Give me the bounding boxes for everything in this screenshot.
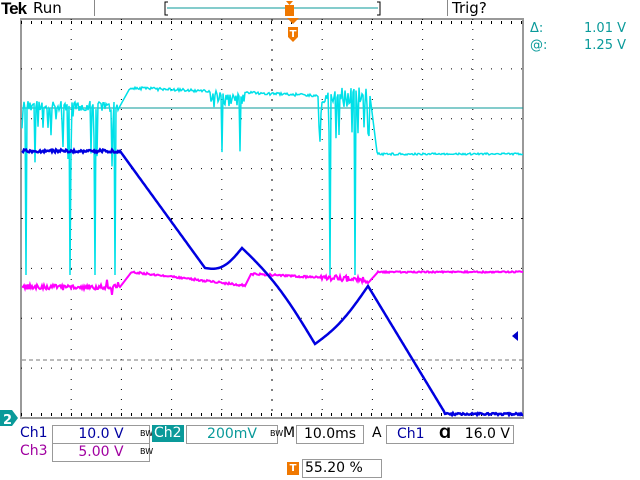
ch3-label[interactable]: Ch3 bbox=[20, 443, 48, 460]
cursor-readout: Δ: 1.01 V @: 1.25 V bbox=[530, 20, 626, 54]
falling-edge-icon: Ɑ bbox=[439, 426, 451, 442]
ch2-label[interactable]: Ch2 bbox=[152, 425, 184, 442]
trigger-position-icon: T bbox=[287, 462, 299, 475]
graticule bbox=[21, 19, 523, 418]
record-position-bar[interactable] bbox=[165, 1, 380, 16]
at-readout: @: 1.25 V bbox=[530, 37, 626, 54]
svg-text:2: 2 bbox=[3, 413, 12, 428]
at-value: 1.25 V bbox=[584, 37, 626, 54]
delta-label: Δ: bbox=[530, 20, 543, 37]
trigger-level-arrow-icon[interactable] bbox=[512, 331, 518, 341]
ch2-bw-icon: BW bbox=[270, 429, 283, 438]
trigger-level: 16.0 V bbox=[465, 426, 510, 443]
at-label: @: bbox=[530, 37, 547, 54]
ch1-scale[interactable]: 10.0 V bbox=[52, 425, 150, 444]
ch2-ground-marker[interactable]: 2 bbox=[0, 410, 18, 428]
trigger-settings[interactable]: Ch1 Ɑ 16.0 V bbox=[386, 425, 514, 444]
trigger-mode: A bbox=[372, 425, 382, 442]
timebase-label: M bbox=[283, 425, 295, 442]
delta-value: 1.01 V bbox=[584, 20, 626, 37]
ch3-scale[interactable]: 5.00 V bbox=[52, 443, 150, 462]
delta-readout: Δ: 1.01 V bbox=[530, 20, 626, 37]
trigger-position-marker-icon bbox=[285, 5, 294, 16]
trigger-source: Ch1 bbox=[397, 426, 425, 442]
trigger-point-icon: T bbox=[287, 18, 299, 42]
scope-display: T 2 bbox=[0, 0, 640, 480]
ch3-bw-icon: BW bbox=[140, 447, 153, 456]
ch3-waveform bbox=[22, 271, 523, 295]
trigger-position-value: 55.20 % bbox=[302, 459, 382, 478]
svg-text:T: T bbox=[290, 29, 297, 40]
ch2-scale[interactable]: 200mV bbox=[186, 425, 278, 444]
timebase-value[interactable]: 10.0ms bbox=[296, 425, 364, 444]
ch1-label[interactable]: Ch1 bbox=[20, 425, 48, 442]
